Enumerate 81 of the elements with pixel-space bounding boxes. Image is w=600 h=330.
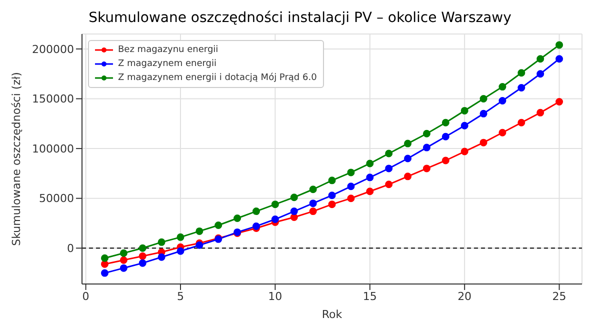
y-tick-label: 100000: [32, 142, 74, 156]
point: [556, 55, 564, 63]
point: [309, 208, 317, 216]
point: [176, 247, 184, 255]
point: [422, 164, 430, 172]
point: [138, 252, 146, 260]
point: [556, 41, 564, 49]
x-tick-label: 0: [82, 290, 90, 303]
point: [385, 150, 393, 158]
point: [480, 94, 488, 102]
point: [290, 214, 298, 222]
point: [536, 70, 544, 78]
point: [460, 148, 468, 156]
point: [536, 108, 544, 116]
point: [138, 259, 146, 267]
point: [442, 118, 450, 126]
point: [328, 176, 336, 184]
legend-label: Z magazynem energii: [118, 58, 216, 71]
point: [176, 233, 184, 241]
point: [328, 192, 336, 200]
point: [347, 182, 355, 190]
point: [404, 172, 412, 180]
point: [385, 164, 393, 172]
point: [158, 253, 166, 261]
point: [366, 188, 374, 196]
point: [158, 238, 166, 246]
point: [252, 208, 260, 216]
y-tick-label: 150000: [32, 92, 74, 106]
point: [498, 83, 506, 91]
point: [442, 132, 450, 140]
point: [100, 260, 108, 268]
point: [480, 138, 488, 146]
point: [234, 214, 242, 222]
point: [100, 269, 108, 277]
point: [404, 154, 412, 162]
point: [120, 264, 128, 272]
legend-label: Z magazynem energii i dotacją Mój Prąd 6.0: [118, 72, 317, 85]
point: [404, 140, 412, 148]
y-tick-label: 0: [67, 242, 74, 256]
point: [536, 55, 544, 63]
point: [480, 110, 488, 118]
point: [120, 256, 128, 264]
y-axis-title: Skumulowane oszczędności (zł): [10, 72, 23, 246]
point: [100, 254, 108, 262]
x-tick-label: 5: [176, 290, 184, 303]
point: [460, 106, 468, 114]
point: [120, 249, 128, 257]
point: [196, 227, 204, 235]
x-tick-label: 25: [552, 290, 566, 303]
point: [290, 194, 298, 202]
point: [347, 168, 355, 176]
point: [366, 160, 374, 168]
x-tick-label: 20: [458, 290, 472, 303]
point: [366, 174, 374, 182]
point: [498, 96, 506, 104]
x-axis-title: Rok: [322, 308, 343, 321]
point: [422, 144, 430, 152]
x-tick-label: 15: [362, 290, 377, 303]
point: [556, 98, 564, 106]
point: [271, 216, 279, 224]
legend-label: Bez magazynu energii: [118, 44, 218, 57]
chart-title: Skumulowane oszczędności instalacji PV – okolice Warszawy: [88, 9, 512, 28]
point: [328, 200, 336, 208]
point: [138, 244, 146, 252]
point: [309, 200, 317, 208]
point: [385, 180, 393, 188]
point: [309, 186, 317, 194]
point: [347, 194, 355, 202]
point: [422, 130, 430, 138]
point: [271, 200, 279, 208]
point: [214, 221, 222, 229]
point: [290, 208, 298, 216]
point: [518, 118, 526, 126]
point: [518, 84, 526, 92]
point: [518, 69, 526, 77]
point: [442, 156, 450, 164]
x-tick-label: 10: [268, 290, 282, 303]
y-tick-label: 200000: [32, 42, 74, 56]
point: [460, 122, 468, 130]
y-tick-label: 50000: [39, 192, 74, 206]
point: [498, 128, 506, 136]
